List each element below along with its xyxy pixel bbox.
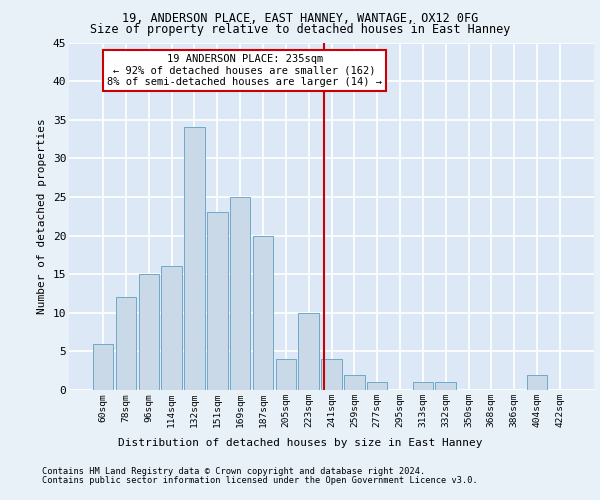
Text: Contains public sector information licensed under the Open Government Licence v3: Contains public sector information licen… xyxy=(42,476,478,485)
Bar xyxy=(298,313,319,390)
Bar xyxy=(139,274,159,390)
Bar xyxy=(253,236,273,390)
Bar xyxy=(527,374,547,390)
Text: Distribution of detached houses by size in East Hanney: Distribution of detached houses by size … xyxy=(118,438,482,448)
Bar xyxy=(207,212,227,390)
Text: 19 ANDERSON PLACE: 235sqm
← 92% of detached houses are smaller (162)
8% of semi-: 19 ANDERSON PLACE: 235sqm ← 92% of detac… xyxy=(107,54,382,88)
Bar xyxy=(344,374,365,390)
Bar xyxy=(230,197,250,390)
Text: Size of property relative to detached houses in East Hanney: Size of property relative to detached ho… xyxy=(90,24,510,36)
Y-axis label: Number of detached properties: Number of detached properties xyxy=(37,118,47,314)
Bar xyxy=(275,359,296,390)
Bar xyxy=(413,382,433,390)
Bar xyxy=(367,382,388,390)
Bar xyxy=(161,266,182,390)
Text: 19, ANDERSON PLACE, EAST HANNEY, WANTAGE, OX12 0FG: 19, ANDERSON PLACE, EAST HANNEY, WANTAGE… xyxy=(122,12,478,26)
Bar xyxy=(184,128,205,390)
Bar xyxy=(116,298,136,390)
Bar xyxy=(436,382,456,390)
Text: Contains HM Land Registry data © Crown copyright and database right 2024.: Contains HM Land Registry data © Crown c… xyxy=(42,467,425,476)
Bar xyxy=(93,344,113,390)
Bar xyxy=(321,359,342,390)
